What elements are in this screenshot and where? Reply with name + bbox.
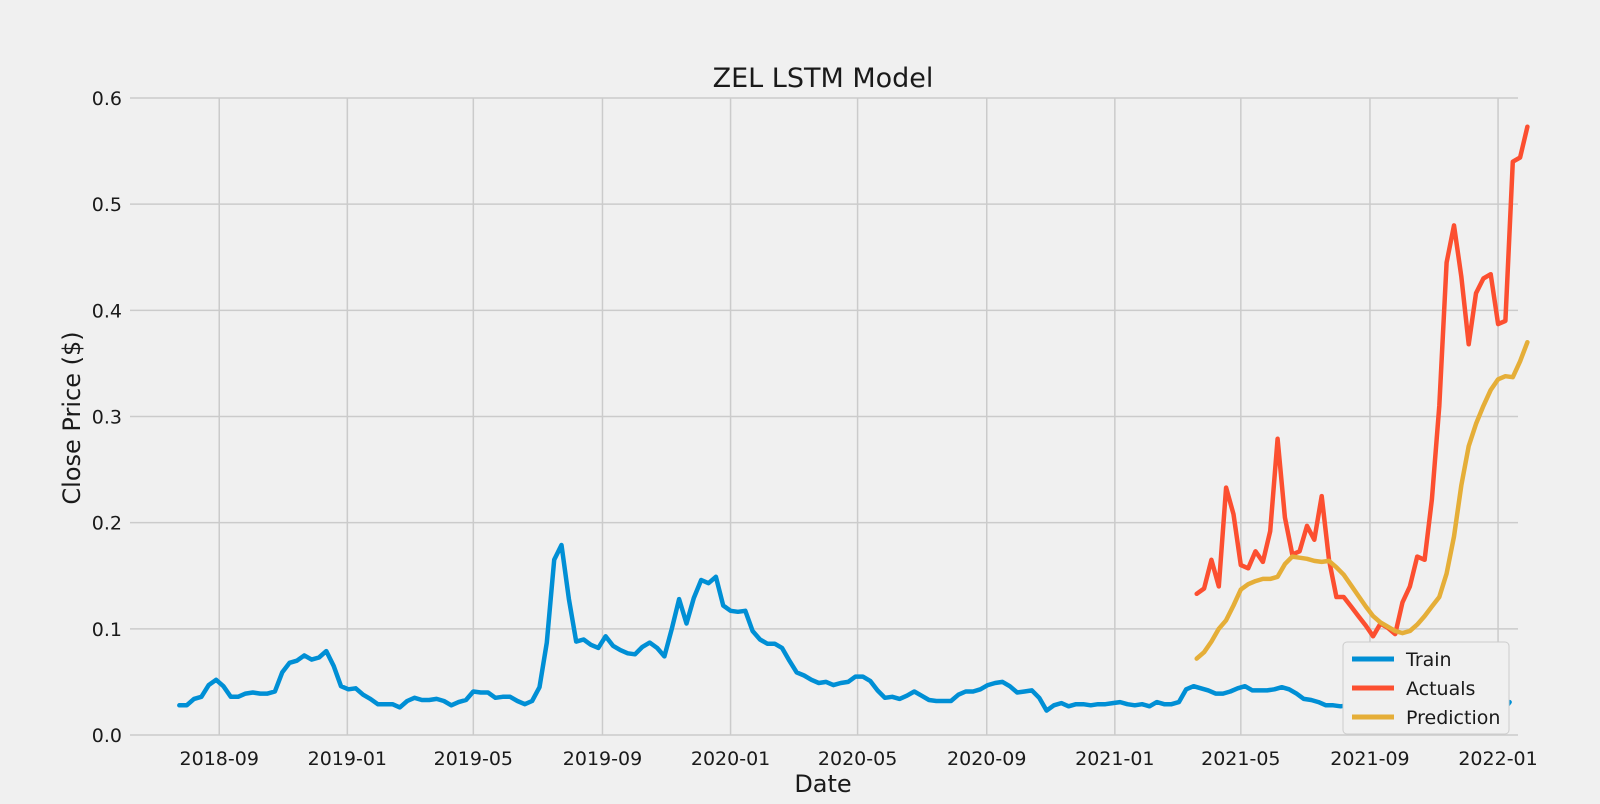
x-tick-label: 2018-09 (180, 748, 259, 770)
y-tick-label: 0.3 (92, 407, 122, 429)
y-tick-label: 0.2 (92, 513, 122, 535)
y-tick-label: 0.5 (92, 194, 122, 216)
series-line-prediction (1194, 339, 1530, 661)
grid (130, 97, 1518, 736)
x-tick-label: 2021-05 (1201, 748, 1280, 770)
y-axis-label: Close Price ($) (58, 331, 86, 504)
legend: Train Actuals Prediction (1342, 641, 1510, 735)
x-axis-label: Date (794, 770, 851, 798)
y-tick-label: 0.6 (92, 88, 122, 110)
x-tick-label: 2021-01 (1075, 748, 1154, 770)
x-tick-label: 2021-09 (1330, 748, 1409, 770)
x-tick-label: 2019-09 (563, 748, 642, 770)
x-tick-label: 2019-01 (308, 748, 387, 770)
series-line-actuals (1194, 124, 1530, 639)
x-tick-label: 2020-01 (691, 748, 770, 770)
legend-label-train: Train (1405, 649, 1452, 671)
x-tick-label: 2020-05 (818, 748, 897, 770)
legend-box (1342, 641, 1510, 735)
x-tick-label: 2019-05 (434, 748, 513, 770)
y-tick-label: 0.4 (92, 300, 122, 322)
series-line-train (177, 542, 1512, 718)
legend-label-prediction: Prediction (1406, 707, 1500, 729)
y-tick-label: 0.0 (92, 725, 122, 747)
tick-labels: 0.0 0.1 0.2 0.3 0.4 0.5 0.6 2018-09 2019-01 2019-… (92, 88, 1538, 770)
x-tick-label: 2022-01 (1458, 748, 1537, 770)
legend-label-actuals: Actuals (1406, 678, 1475, 700)
y-tick-label: 0.1 (92, 619, 122, 641)
chart-title: ZEL LSTM Model (713, 63, 934, 94)
x-tick-label: 2020-09 (947, 748, 1026, 770)
series-lines (177, 124, 1530, 718)
